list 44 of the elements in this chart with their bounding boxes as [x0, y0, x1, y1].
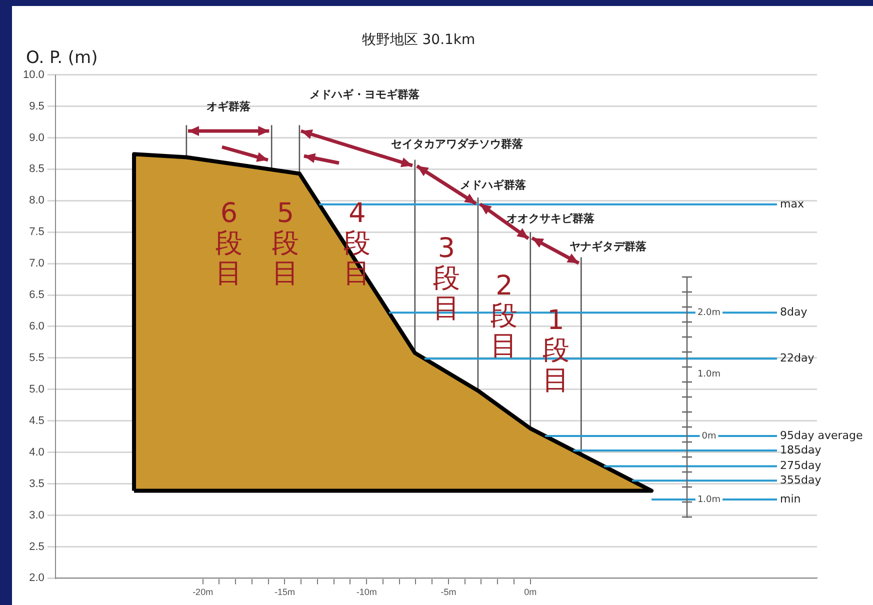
- annotation: 5段目: [272, 198, 300, 290]
- ref-line-label: 275day: [780, 459, 822, 472]
- y-tick-label: 8.5: [29, 163, 44, 176]
- y-tick-label: 2.0: [29, 572, 44, 584]
- annotation: 1.0m: [697, 494, 721, 505]
- ref-line-label: 8day: [780, 306, 808, 319]
- ref-line-label: 355day: [780, 474, 822, 487]
- annotation: ヤナギタデ群落: [570, 240, 648, 254]
- y-tick-label: 9.0: [29, 132, 44, 144]
- y-tick-label: 5.5: [29, 352, 44, 364]
- annotation: 1.0m: [697, 370, 721, 380]
- ref-line-label: 95day average: [780, 428, 863, 442]
- y-tick-label: 4.5: [29, 414, 44, 427]
- y-tick-label: 6.5: [29, 289, 44, 302]
- y-tick-label: 7.0: [29, 258, 44, 270]
- y-tick-label: 9.5: [29, 100, 44, 112]
- x-tick-label: -10m: [356, 587, 377, 598]
- annotation: 2.0m: [697, 308, 721, 318]
- y-tick-label: 3.0: [29, 509, 44, 522]
- y-tick-label: 10.0: [22, 68, 44, 81]
- y-tick-label: 6.0: [29, 320, 44, 333]
- chart-title: 牧野地区 30.1km: [362, 32, 476, 48]
- annotation: オオクサキビ群落: [506, 212, 596, 225]
- annotation: メドハギ群落: [460, 178, 527, 192]
- y-axis-title: O. P. (m): [26, 48, 98, 68]
- annotation: メドハギ・ヨモギ群落: [309, 88, 420, 101]
- ref-line-label: max: [780, 197, 804, 210]
- y-tick-label: 5.0: [29, 383, 44, 396]
- ref-line-label: 22day: [780, 351, 815, 364]
- ref-line-label: 185day: [780, 443, 822, 456]
- x-tick-label: -15m: [274, 587, 295, 598]
- annotation: 0m: [702, 431, 716, 442]
- y-tick-label: 3.5: [29, 478, 44, 490]
- x-tick-label: 0m: [524, 587, 537, 598]
- ref-line-label: min: [780, 492, 801, 506]
- annotation: オギ群落: [206, 100, 252, 113]
- annotation: 6段目: [216, 198, 243, 290]
- y-tick-label: 8.0: [29, 194, 44, 207]
- x-tick-label: -20m: [192, 587, 214, 598]
- annotation: セイタカアワダチソウ群落: [390, 138, 524, 151]
- y-tick-label: 2.5: [29, 540, 44, 553]
- y-tick-label: 4.0: [29, 446, 44, 458]
- y-tick-label: 7.5: [29, 226, 44, 238]
- x-tick-label: -5m: [440, 587, 456, 598]
